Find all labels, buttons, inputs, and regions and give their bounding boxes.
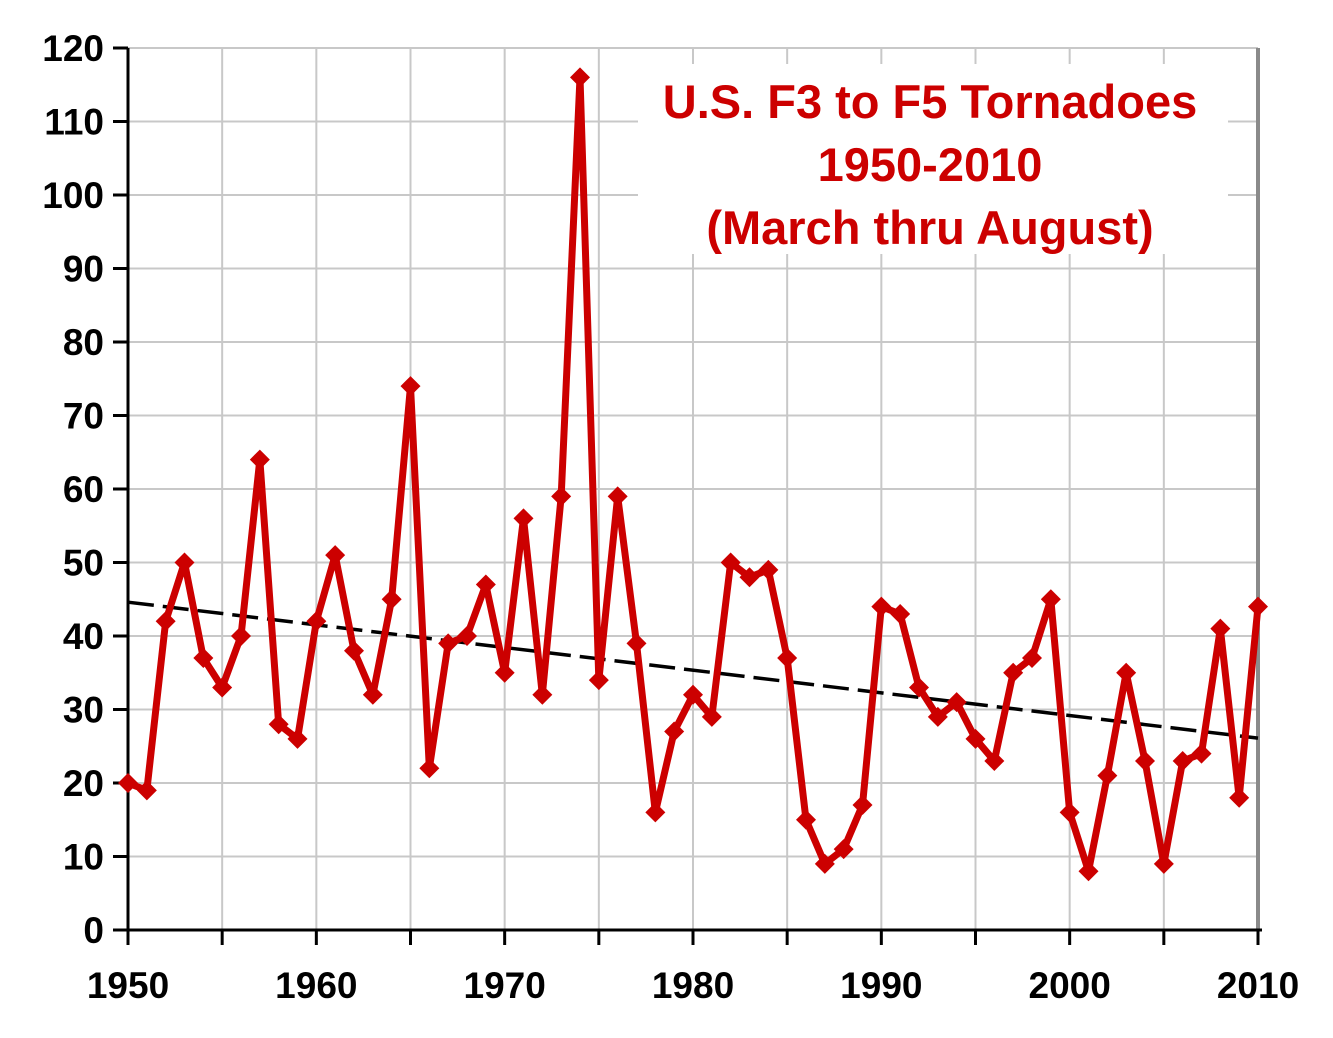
data-point-marker [1229, 787, 1250, 808]
data-point-marker [946, 692, 967, 713]
data-series-layer [118, 67, 1268, 882]
data-point-marker [212, 677, 233, 698]
data-point-marker [325, 545, 346, 566]
data-point-marker [287, 728, 308, 749]
data-point-marker [1248, 596, 1268, 617]
data-point-marker [1097, 765, 1118, 786]
data-point-marker [1191, 743, 1212, 764]
data-point-marker [155, 611, 176, 632]
data-point-marker [1003, 662, 1024, 683]
y-axis-tick-label: 70 [63, 396, 104, 437]
axes-layer [113, 46, 1262, 945]
chart-title-line-1: U.S. F3 to F5 Tornadoes [663, 75, 1197, 128]
data-point-marker [1172, 750, 1193, 771]
data-point-marker [1022, 648, 1042, 669]
data-point-marker [833, 839, 854, 860]
data-point-marker [664, 721, 685, 742]
data-point-marker [1059, 802, 1080, 823]
data-point-marker [909, 677, 929, 698]
data-point-marker [362, 684, 383, 705]
data-point-marker [777, 648, 798, 669]
data-point-marker [249, 449, 270, 470]
data-point-marker [890, 603, 911, 624]
data-point-marker [494, 662, 515, 683]
data-point-marker [720, 552, 741, 573]
data-point-marker [645, 802, 666, 823]
data-point-marker [344, 640, 364, 661]
y-axis-tick-label: 60 [63, 469, 104, 510]
y-axis-tick-label: 40 [63, 616, 104, 657]
data-point-marker [306, 611, 327, 632]
data-point-marker [852, 795, 873, 816]
chart-title: U.S. F3 to F5 Tornadoes 1950-2010 (March… [663, 75, 1197, 254]
data-point-marker [1078, 861, 1099, 882]
y-axis-tick-label: 50 [63, 543, 104, 584]
data-point-marker [513, 508, 534, 529]
data-point-marker [438, 633, 459, 654]
y-axis-tick-label: 90 [63, 249, 104, 290]
x-axis-tick-label: 2010 [1217, 965, 1299, 1006]
data-point-marker [1040, 589, 1061, 610]
data-point-marker [400, 376, 421, 397]
y-axis-tick-label: 0 [83, 910, 104, 951]
y-axis-tick-label: 100 [42, 175, 104, 216]
data-point-marker [1135, 750, 1155, 771]
data-point-marker [871, 596, 892, 617]
data-point-marker [1153, 853, 1174, 874]
title-background [638, 64, 1228, 254]
data-point-marker [570, 67, 590, 88]
y-axis-tick-label: 110 [44, 102, 104, 143]
data-point-marker [381, 589, 402, 610]
data-point-marker [231, 626, 251, 646]
data-point-marker [758, 559, 779, 580]
data-point-marker [551, 486, 572, 507]
data-point-marker [268, 714, 289, 735]
chart-title-line-2: 1950-2010 [818, 138, 1043, 191]
x-axis-tick-label: 1970 [464, 965, 546, 1006]
data-point-marker [927, 706, 948, 727]
data-point-marker [796, 809, 816, 830]
data-point-marker [1116, 662, 1137, 683]
data-point-marker [419, 758, 440, 779]
data-point-marker [588, 670, 609, 691]
data-point-marker [626, 633, 647, 654]
x-axis-tick-label: 1960 [275, 965, 357, 1006]
data-point-marker [174, 552, 195, 573]
data-point-marker [739, 567, 760, 588]
y-axis-tick-label: 20 [63, 763, 104, 804]
data-point-marker [984, 750, 1005, 771]
data-point-marker [457, 626, 477, 646]
x-axis-tick-label: 1950 [87, 965, 169, 1006]
y-axis-tick-label: 30 [63, 690, 104, 731]
y-axis-tick-label: 10 [63, 837, 104, 878]
data-point-marker [607, 486, 628, 507]
data-point-marker [683, 684, 703, 705]
data-point-marker [701, 706, 722, 727]
x-axis-tick-label: 2000 [1029, 965, 1111, 1006]
data-point-marker [118, 773, 138, 793]
data-point-marker [475, 574, 496, 595]
data-point-marker [814, 853, 835, 874]
title-background-layer [638, 64, 1228, 254]
tick-labels-layer: 0 10 20 30 40 50 60 70 80 90 100 110 120 1950 1960 1970… [42, 28, 1299, 1006]
y-axis-tick-label: 120 [42, 28, 104, 69]
data-point-marker [532, 684, 553, 705]
data-point-marker [193, 648, 214, 669]
x-axis-tick-label: 1980 [652, 965, 734, 1006]
data-point-marker [1210, 618, 1231, 639]
chart-title-line-3: (March thru August) [706, 201, 1153, 254]
data-point-marker [136, 780, 157, 801]
data-point-marker [965, 728, 986, 749]
y-axis-tick-label: 80 [63, 322, 104, 363]
x-axis-tick-label: 1990 [840, 965, 922, 1006]
